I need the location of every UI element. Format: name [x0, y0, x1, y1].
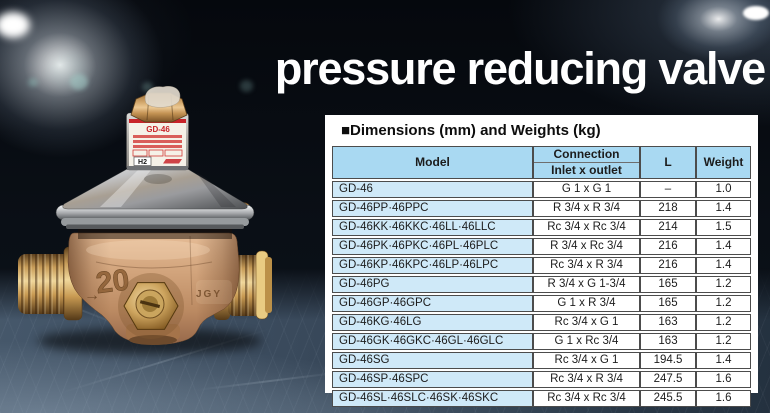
cell-weight: 1.4: [696, 238, 751, 255]
body-size-mark: 20: [94, 263, 131, 300]
valve-body: [67, 232, 240, 345]
cell-model: GD-46PG: [332, 276, 533, 293]
cell-model: GD-46KP·46KPC·46LP·46LPC: [332, 257, 533, 274]
bokeh-dot: [240, 80, 253, 92]
cell-weight: 1.4: [696, 352, 751, 369]
cell-length: 163: [640, 314, 696, 331]
cell-weight: 1.2: [696, 314, 751, 331]
table-row: GD-46SL·46SLC·46SK·46SKC Rc 3/4 x Rc 3/4…: [332, 390, 751, 407]
cell-weight: 1.2: [696, 276, 751, 293]
cell-weight: 1.2: [696, 295, 751, 312]
table-row: GD-46PG R 3/4 x G 1-3/4 165 1.2: [332, 276, 751, 293]
cell-model: GD-46: [332, 181, 533, 198]
cell-model: GD-46PP·46PPC: [332, 200, 533, 217]
cell-length: 214: [640, 219, 696, 236]
column-header-model: Model: [332, 146, 533, 179]
cell-model: GD-46PK·46PKC·46PL·46PLC: [332, 238, 533, 255]
valve-adjusting-cap: GD-46 H2: [126, 86, 189, 171]
table-row: GD-46SG Rc 3/4 x G 1 194.5 1.4: [332, 352, 751, 369]
cap-label-code: H2: [138, 159, 147, 166]
table-row: GD-46GP·46GPC G 1 x R 3/4 165 1.2: [332, 295, 751, 312]
table-row: GD-46 G 1 x G 1 – 1.0: [332, 181, 751, 198]
dimensions-table-body: GD-46 G 1 x G 1 – 1.0 GD-46PP·46PPC R 3/…: [332, 181, 751, 407]
corner-light-spot-core: [743, 6, 769, 20]
bokeh-dot: [48, 52, 88, 88]
column-header-connection-sub: Inlet x outlet: [551, 163, 622, 177]
cell-length: 216: [640, 257, 696, 274]
cell-connection: G 1 x R 3/4: [533, 295, 640, 312]
cell-length: –: [640, 181, 696, 198]
page-title: pressure reducing valve: [274, 43, 766, 94]
cast-letters: JGY: [196, 289, 222, 300]
cell-length: 218: [640, 200, 696, 217]
bokeh-dot: [28, 78, 38, 87]
cell-connection: Rc 3/4 x R 3/4: [533, 371, 640, 388]
cell-weight: 1.2: [696, 333, 751, 350]
valve-spring-cone: [62, 167, 248, 210]
table-row: GD-46KG·46LG Rc 3/4 x G 1 163 1.2: [332, 314, 751, 331]
cap-seal-tape: [144, 86, 181, 108]
table-row: GD-46PP·46PPC R 3/4 x R 3/4 218 1.4: [332, 200, 751, 217]
cell-connection: R 3/4 x Rc 3/4: [533, 238, 640, 255]
cell-length: 245.5: [640, 390, 696, 407]
cell-length: 165: [640, 276, 696, 293]
cell-weight: 1.6: [696, 371, 751, 388]
bokeh-dot: [142, 82, 153, 92]
cell-connection: G 1 x G 1: [533, 181, 640, 198]
dimensions-panel: ■Dimensions (mm) and Weights (kg) Model …: [325, 115, 758, 407]
cell-connection: G 1 x Rc 3/4: [533, 333, 640, 350]
cell-length: 194.5: [640, 352, 696, 369]
column-header-weight: Weight: [696, 146, 751, 179]
cell-connection: R 3/4 x R 3/4: [533, 200, 640, 217]
cell-model: GD-46GK·46GKC·46GL·46GLC: [332, 333, 533, 350]
column-header-connection-title: Connection: [534, 147, 639, 163]
cell-length: 247.5: [640, 371, 696, 388]
cell-connection: Rc 3/4 x Rc 3/4: [533, 219, 640, 236]
cell-model: GD-46SP·46SPC: [332, 371, 533, 388]
cell-connection: R 3/4 x G 1-3/4: [533, 276, 640, 293]
cell-connection: Rc 3/4 x Rc 3/4: [533, 390, 640, 407]
table-row: GD-46SP·46SPC Rc 3/4 x R 3/4 247.5 1.6: [332, 371, 751, 388]
bokeh-dot: [70, 74, 88, 90]
valve-cap-label: GD-46 H2: [129, 119, 186, 166]
table-header-row: Model Connection Inlet x outlet L Weight: [332, 146, 751, 179]
valve-front-hex-fitting: [118, 273, 184, 339]
column-header-connection: Connection Inlet x outlet: [533, 146, 640, 179]
cell-weight: 1.4: [696, 257, 751, 274]
cell-model: GD-46KG·46LG: [332, 314, 533, 331]
corner-light-spot: [614, 0, 770, 112]
cell-connection: Rc 3/4 x R 3/4: [533, 257, 640, 274]
cell-length: 165: [640, 295, 696, 312]
panel-heading: ■Dimensions (mm) and Weights (kg): [341, 122, 601, 139]
cell-weight: 1.4: [696, 200, 751, 217]
table-row: GD-46KK·46KKC·46LL·46LLC Rc 3/4 x Rc 3/4…: [332, 219, 751, 236]
cell-connection: Rc 3/4 x G 1: [533, 352, 640, 369]
table-row: GD-46PK·46PKC·46PL·46PLC R 3/4 x Rc 3/4 …: [332, 238, 751, 255]
cell-weight: 1.0: [696, 181, 751, 198]
table-row: GD-46GK·46GKC·46GL·46GLC G 1 x Rc 3/4 16…: [332, 333, 751, 350]
cell-weight: 1.5: [696, 219, 751, 236]
cell-length: 216: [640, 238, 696, 255]
column-header-length: L: [640, 146, 696, 179]
table-row: GD-46KP·46KPC·46LP·46LPC Rc 3/4 x R 3/4 …: [332, 257, 751, 274]
light-flare-core: [0, 12, 30, 38]
flow-arrow: →: [84, 287, 100, 304]
cell-model: GD-46SG: [332, 352, 533, 369]
cap-label-model: GD-46: [146, 125, 170, 134]
dimensions-table: Model Connection Inlet x outlet L Weight…: [332, 144, 751, 409]
cell-model: GD-46SL·46SLC·46SK·46SKC: [332, 390, 533, 407]
cell-model: GD-46GP·46GPC: [332, 295, 533, 312]
cell-connection: Rc 3/4 x G 1: [533, 314, 640, 331]
cell-length: 163: [640, 333, 696, 350]
cell-weight: 1.6: [696, 390, 751, 407]
cell-model: GD-46KK·46KKC·46LL·46LLC: [332, 219, 533, 236]
